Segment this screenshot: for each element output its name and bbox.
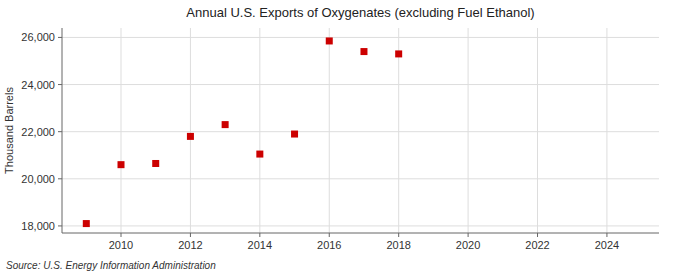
grid-line-x	[468, 28, 469, 233]
points	[83, 37, 402, 227]
x-tick	[606, 233, 607, 237]
y-tick	[58, 178, 62, 179]
x-tick-label: 2016	[317, 239, 341, 251]
chart-container: 2010 2012 2014 2016 2018 2020 2022 2024 18,000 20…	[0, 0, 675, 275]
y-tick	[58, 84, 62, 85]
y-tick	[58, 131, 62, 132]
x-tick	[190, 233, 191, 237]
x-tick	[537, 233, 538, 237]
y-tick-label: 26,000	[21, 31, 55, 43]
grid	[62, 28, 659, 233]
point	[326, 37, 333, 44]
grid-line-x	[606, 28, 607, 233]
title: Annual U.S. Exports of Oxygenates (exclu…	[186, 5, 534, 20]
y-axis-line	[62, 28, 63, 233]
grid-line-x	[121, 28, 122, 233]
point	[83, 220, 90, 227]
x-tick-label: 2020	[456, 239, 480, 251]
x-tick	[121, 233, 122, 237]
y-tick-label: 20,000	[21, 173, 55, 185]
axes: 2010 2012 2014 2016 2018 2020 2022 2024 18,000 20…	[21, 28, 659, 251]
grid-line-x	[537, 28, 538, 233]
x-tick	[329, 233, 330, 237]
y-tick-label: 22,000	[21, 126, 55, 138]
point	[360, 48, 367, 55]
y-tick-label: 18,000	[21, 220, 55, 232]
y-tick	[58, 37, 62, 38]
x-tick-label: 2010	[109, 239, 133, 251]
source-note: Source: U.S. Energy Information Administ…	[6, 260, 216, 271]
grid-line-y	[62, 131, 659, 132]
x-tick	[398, 233, 399, 237]
grid-line-y	[62, 84, 659, 85]
grid-line-y	[62, 37, 659, 38]
x-tick-label: 2012	[178, 239, 202, 251]
x-axis-line	[62, 233, 659, 234]
point	[291, 131, 298, 138]
chart-svg: 2010 2012 2014 2016 2018 2020 2022 2024 18,000 20…	[0, 0, 675, 275]
point	[395, 50, 402, 57]
x-tick-label: 2014	[248, 239, 272, 251]
x-tick-label: 2024	[595, 239, 619, 251]
y-tick-label: 24,000	[21, 79, 55, 91]
point	[187, 133, 194, 140]
x-tick	[259, 233, 260, 237]
grid-line-y	[62, 178, 659, 179]
grid-line-y	[62, 225, 659, 226]
point	[256, 151, 263, 158]
y-axis-label: Thousand Barrels	[3, 87, 15, 174]
point	[118, 161, 125, 168]
grid-line-x	[190, 28, 191, 233]
x-tick-label: 2022	[525, 239, 549, 251]
grid-line-x	[329, 28, 330, 233]
x-tick	[468, 233, 469, 237]
y-tick	[58, 225, 62, 226]
grid-line-x	[259, 28, 260, 233]
x-tick-label: 2018	[386, 239, 410, 251]
point	[152, 160, 159, 167]
point	[222, 121, 229, 128]
grid-line-x	[398, 28, 399, 233]
